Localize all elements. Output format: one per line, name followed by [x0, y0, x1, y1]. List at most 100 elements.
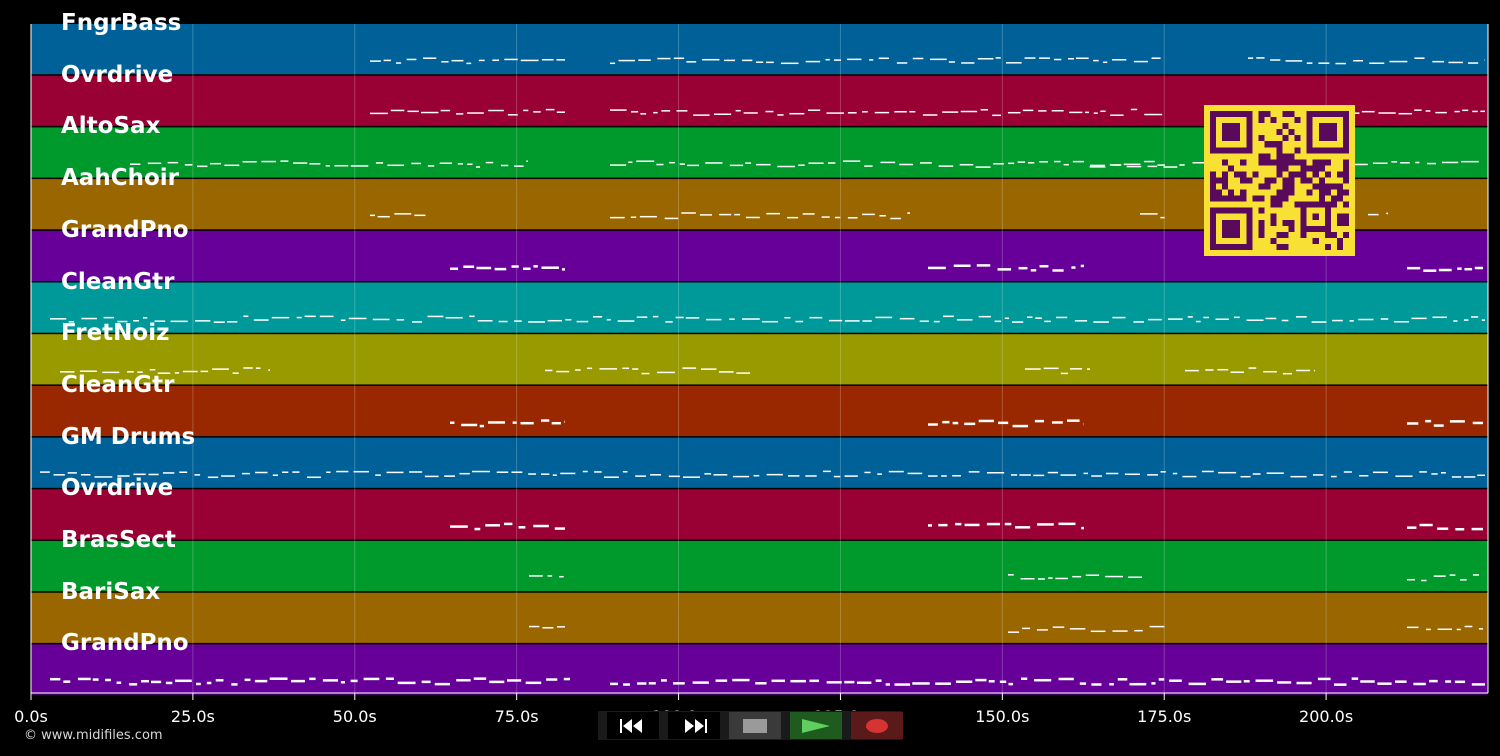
- record-button[interactable]: [851, 712, 903, 739]
- note: [1133, 321, 1144, 323]
- note: [409, 471, 423, 473]
- note: [622, 470, 628, 473]
- note: [1039, 161, 1048, 163]
- fast-forward-button[interactable]: [668, 712, 720, 739]
- stop-button[interactable]: [729, 712, 781, 739]
- note: [1144, 113, 1163, 116]
- play-button[interactable]: [790, 712, 842, 739]
- note: [1024, 57, 1036, 59]
- note: [1256, 57, 1265, 59]
- note: [1474, 266, 1483, 270]
- note: [68, 321, 75, 323]
- note: [576, 320, 589, 323]
- note: [825, 58, 830, 61]
- note: [1332, 319, 1343, 322]
- note: [551, 421, 561, 425]
- note: [1187, 316, 1193, 318]
- note: [396, 319, 405, 321]
- track-label: GrandPno: [61, 630, 189, 657]
- note: [149, 369, 156, 371]
- note: [210, 162, 222, 165]
- note: [1201, 470, 1214, 473]
- note: [350, 165, 369, 167]
- note: [1025, 368, 1041, 370]
- note: [253, 319, 269, 321]
- note: [736, 372, 750, 374]
- note: [1085, 574, 1100, 576]
- note: [1074, 320, 1088, 322]
- note: [105, 678, 111, 682]
- note: [1117, 678, 1128, 681]
- note: [975, 166, 991, 168]
- note: [593, 316, 603, 318]
- note: [170, 320, 188, 323]
- note: [1015, 526, 1031, 529]
- note: [1157, 164, 1165, 166]
- note: [291, 679, 305, 683]
- note: [1451, 476, 1462, 478]
- note: [975, 678, 987, 682]
- note: [787, 475, 800, 477]
- note: [1093, 112, 1098, 114]
- note: [498, 320, 508, 323]
- note: [930, 58, 947, 61]
- note: [575, 369, 581, 371]
- play-icon: [802, 718, 830, 733]
- track-lane: [31, 282, 1488, 333]
- note: [117, 320, 128, 323]
- note: [242, 161, 257, 163]
- note: [456, 678, 471, 682]
- note: [1432, 316, 1447, 319]
- note: [522, 267, 531, 271]
- note: [784, 316, 791, 319]
- note: [1091, 475, 1102, 477]
- note: [1004, 317, 1010, 320]
- note: [745, 216, 760, 219]
- note: [213, 321, 225, 323]
- rewind-button[interactable]: [607, 712, 659, 739]
- note: [1060, 474, 1077, 476]
- note: [862, 111, 868, 113]
- note: [877, 473, 882, 475]
- note: [1081, 526, 1084, 530]
- note: [742, 59, 753, 62]
- note: [533, 265, 538, 268]
- note: [864, 471, 871, 474]
- track-label: FretNoiz: [61, 320, 170, 347]
- note: [766, 212, 780, 215]
- transport-bar: [598, 711, 903, 740]
- note: [293, 162, 308, 164]
- note: [242, 472, 250, 475]
- note: [529, 625, 540, 628]
- note: [500, 164, 509, 167]
- note: [1069, 111, 1083, 114]
- note: [808, 109, 821, 111]
- note: [912, 57, 924, 60]
- note: [1100, 110, 1106, 113]
- note: [943, 315, 954, 318]
- note: [1109, 682, 1114, 686]
- note: [582, 470, 588, 473]
- note: [1112, 316, 1126, 319]
- note: [687, 164, 700, 167]
- note: [1185, 369, 1199, 372]
- note: [959, 163, 974, 166]
- note: [80, 474, 91, 476]
- note: [221, 475, 235, 477]
- note: [847, 217, 858, 219]
- note: [986, 472, 1005, 474]
- note: [1407, 626, 1419, 629]
- note: [1432, 60, 1445, 63]
- note: [660, 679, 667, 682]
- note: [102, 371, 120, 374]
- note: [1147, 165, 1158, 168]
- note: [255, 367, 261, 369]
- note: [1054, 160, 1061, 163]
- note: [942, 420, 950, 424]
- note: [1008, 574, 1014, 576]
- note: [479, 424, 485, 428]
- note: [715, 679, 728, 682]
- note: [1419, 523, 1433, 527]
- note: [1472, 421, 1483, 425]
- note: [755, 682, 767, 685]
